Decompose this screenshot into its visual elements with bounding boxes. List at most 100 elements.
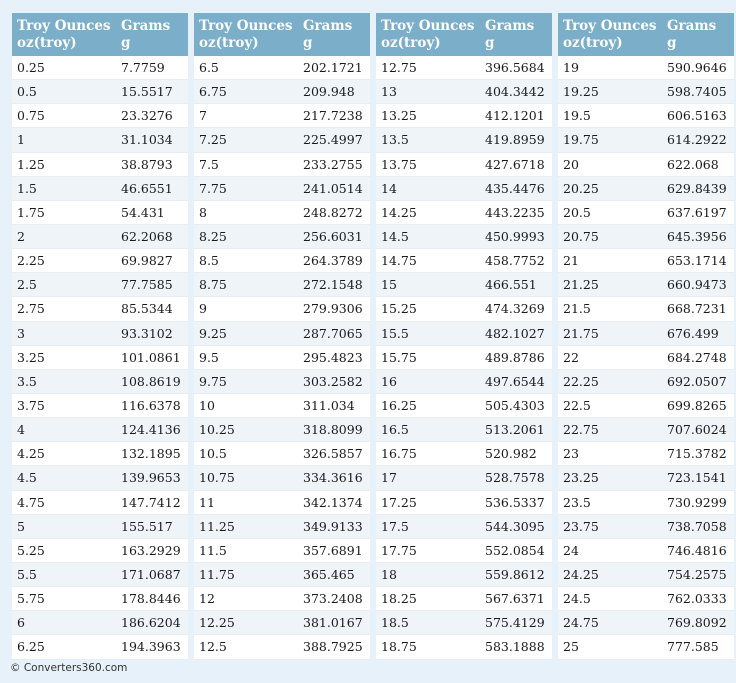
troy-ounces-cell: 15.25: [381, 301, 417, 317]
table-row: 23.75 738.7058: [558, 514, 734, 539]
header-label: Grams: [121, 18, 171, 34]
troy-ounces-cell: 7.25: [199, 132, 227, 148]
grams-cell: 388.7925: [303, 639, 363, 655]
troy-ounces-cell: 13: [381, 84, 397, 100]
troy-ounces-cell: 14: [381, 180, 397, 196]
grams-cell: 590.9646: [667, 60, 727, 76]
troy-ounces-cell: 12.25: [199, 615, 235, 631]
grams-cell: 435.4476: [485, 180, 545, 196]
table-row: 18.5 575.4129: [376, 611, 552, 636]
conversion-tables: Troy Ounces oz(troy) Grams g 0.25 7.7759 0.5 15…: [12, 13, 734, 660]
table-row: 20 622.068: [558, 152, 734, 177]
table-row: 12.5 388.7925: [194, 635, 370, 660]
troy-ounces-header: Troy Ounces oz(troy): [376, 18, 481, 56]
grams-cell: 769.8092: [667, 615, 727, 631]
table-row: 8.25 256.6031: [194, 224, 370, 250]
troy-ounces-cell: 17.5: [381, 518, 409, 534]
grams-cell: 598.7405: [667, 84, 727, 100]
table-row: 5 155.517: [12, 514, 188, 539]
troy-ounces-cell: 20.25: [563, 180, 599, 196]
table-header: Troy Ounces oz(troy) Grams g: [558, 13, 734, 56]
grams-cell: 559.8612: [485, 567, 545, 583]
table-row: 9 279.9306: [194, 297, 370, 322]
grams-cell: 334.3616: [303, 470, 363, 486]
table-row: 12.75 396.5684: [376, 56, 552, 81]
grams-cell: 31.1034: [121, 132, 173, 148]
table-row: 2.5 77.7585: [12, 273, 188, 298]
grams-cell: 645.3956: [667, 229, 727, 245]
troy-ounces-cell: 10.75: [199, 470, 235, 486]
troy-ounces-cell: 18: [381, 567, 397, 583]
troy-ounces-cell: 5.25: [17, 542, 45, 558]
grams-cell: 730.9299: [667, 494, 727, 510]
grams-cell: 101.0861: [121, 349, 181, 365]
troy-ounces-cell: 1.75: [17, 204, 45, 220]
table-row: 14.25 443.2235: [376, 200, 552, 225]
table-row: 22.5 699.8265: [558, 393, 734, 419]
troy-ounces-cell: 8.5: [199, 253, 219, 269]
grams-cell: 668.7231: [667, 301, 727, 317]
table-row: 20.25 629.8439: [558, 176, 734, 201]
grams-cell: 171.0687: [121, 567, 181, 583]
troy-ounces-cell: 17.75: [381, 542, 417, 558]
grams-cell: 707.6024: [667, 422, 727, 438]
grams-cell: 303.2582: [303, 373, 363, 389]
grams-cell: 419.8959: [485, 132, 545, 148]
troy-ounces-cell: 0.25: [17, 60, 45, 76]
troy-ounces-header: Troy Ounces oz(troy): [194, 18, 299, 56]
grams-cell: 209.948: [303, 84, 355, 100]
troy-ounces-cell: 14.75: [381, 253, 417, 269]
table-row: 9.75 303.2582: [194, 369, 370, 394]
table-row: 3.75 116.6378: [12, 393, 188, 419]
table-row: 1.5 46.6551: [12, 176, 188, 201]
grams-cell: 108.8619: [121, 373, 181, 389]
grams-cell: 23.3276: [121, 108, 173, 124]
troy-ounces-cell: 15.5: [381, 325, 409, 341]
grams-cell: 466.551: [485, 277, 537, 293]
grams-cell: 147.7412: [121, 494, 181, 510]
troy-ounces-cell: 19.75: [563, 132, 599, 148]
grams-cell: 528.7578: [485, 470, 545, 486]
troy-ounces-cell: 22.5: [563, 398, 591, 414]
table-row: 22.75 707.6024: [558, 418, 734, 443]
grams-cell: 622.068: [667, 156, 719, 172]
grams-cell: 567.6371: [485, 591, 545, 607]
table-row: 23.5 730.9299: [558, 490, 734, 515]
table-row: 24 746.4816: [558, 538, 734, 563]
grams-cell: 482.1027: [485, 325, 545, 341]
table-row: 7 217.7238: [194, 104, 370, 129]
grams-header: Grams g: [299, 18, 370, 56]
table-row: 1.75 54.431: [12, 200, 188, 225]
grams-cell: 520.982: [485, 446, 537, 462]
grams-cell: 513.2061: [485, 422, 545, 438]
header-unit: g: [667, 35, 677, 51]
table-row: 9.25 287.7065: [194, 321, 370, 346]
troy-ounces-cell: 7: [199, 108, 207, 124]
table-row: 1.25 38.8793: [12, 152, 188, 177]
grams-cell: 396.5684: [485, 60, 545, 76]
grams-cell: 93.3102: [121, 325, 173, 341]
grams-cell: 326.5857: [303, 446, 363, 462]
troy-ounces-cell: 9: [199, 301, 207, 317]
troy-ounces-cell: 18.25: [381, 591, 417, 607]
table-row: 24.75 769.8092: [558, 611, 734, 636]
grams-cell: 264.3789: [303, 253, 363, 269]
table-row: 6.25 194.3963: [12, 635, 188, 660]
grams-cell: 575.4129: [485, 615, 545, 631]
troy-ounces-cell: 16.5: [381, 422, 409, 438]
troy-ounces-cell: 8: [199, 204, 207, 220]
table-row: 0.25 7.7759: [12, 56, 188, 81]
grams-cell: 762.0333: [667, 591, 727, 607]
grams-cell: 256.6031: [303, 229, 363, 245]
troy-ounces-cell: 2: [17, 229, 25, 245]
table-row: 13.25 412.1201: [376, 104, 552, 129]
header-label: Troy Ounces: [563, 18, 657, 34]
grams-cell: 248.8272: [303, 204, 363, 220]
table-row: 1 31.1034: [12, 128, 188, 153]
grams-cell: 69.9827: [121, 253, 173, 269]
grams-cell: 139.9653: [121, 470, 181, 486]
troy-ounces-cell: 9.25: [199, 325, 227, 341]
table-row: 15.5 482.1027: [376, 321, 552, 346]
troy-ounces-cell: 25: [563, 639, 579, 655]
